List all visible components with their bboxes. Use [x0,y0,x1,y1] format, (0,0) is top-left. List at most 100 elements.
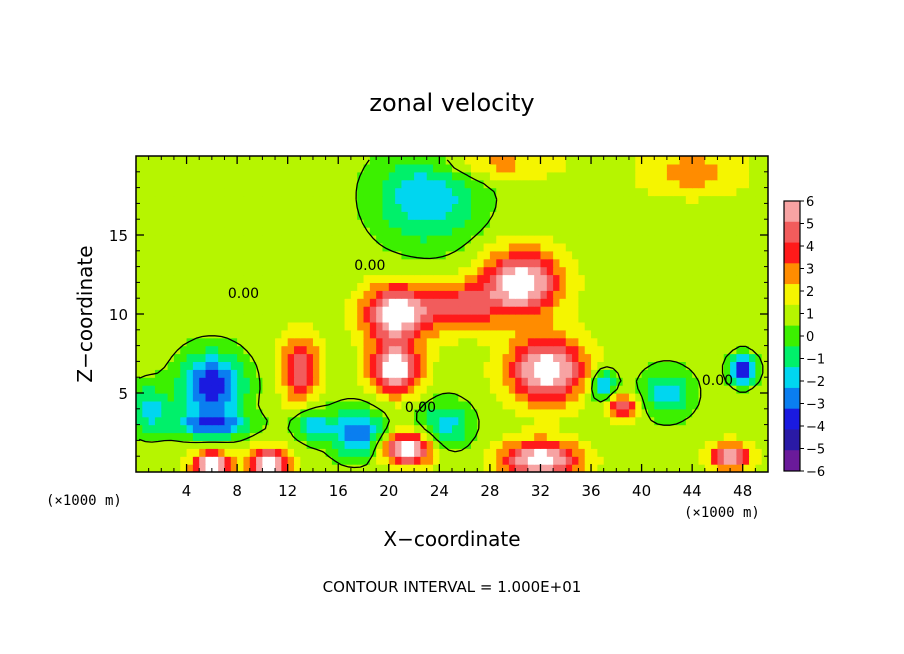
heatmap-cell [723,400,731,410]
heatmap-cell [584,298,592,307]
heatmap-cell [603,385,611,394]
heatmap-cell [711,242,719,252]
heatmap-cell [704,464,712,472]
heatmap-cell [350,163,358,173]
heatmap-cell [508,440,516,449]
heatmap-cell [755,171,763,181]
heatmap-cell [502,171,510,181]
heatmap-cell [414,306,421,315]
heatmap-cell [647,163,655,173]
heatmap-cell [730,266,737,276]
heatmap-cell [350,416,358,426]
heatmap-cell [635,242,643,252]
heatmap-cell [338,195,346,204]
heatmap-cell [489,258,497,268]
heatmap-cell [287,187,295,197]
heatmap-cell [591,345,598,355]
heatmap-cell [749,258,756,268]
heatmap-cell [161,329,169,339]
heatmap-cell [319,393,327,402]
heatmap-cell [654,187,662,197]
heatmap-cell [483,227,491,236]
heatmap-cell [603,416,611,426]
heatmap-cell [281,203,289,212]
heatmap-cell [281,400,289,410]
heatmap-cell [192,400,200,410]
heatmap-cell [641,416,649,426]
heatmap-cell [344,203,352,212]
heatmap-cell [711,400,719,410]
heatmap-cell [262,258,270,268]
heatmap-cell [300,274,308,283]
heatmap-cell [692,242,700,252]
heatmap-cell [704,424,712,434]
heatmap-cell [603,440,611,449]
heatmap-cell [224,282,232,291]
heatmap-cell [666,337,674,347]
heatmap-cell [515,227,523,236]
heatmap-cell [616,156,624,165]
heatmap-cell [312,156,320,165]
heatmap-cell [167,306,175,315]
heatmap-cell [388,456,396,465]
heatmap-cell [237,424,245,434]
heatmap-cell [477,258,485,268]
heatmap-cell [502,219,510,228]
heatmap-cell [578,377,586,386]
heatmap-cell [136,408,143,418]
heatmap-cell [641,393,649,402]
heatmap-cell [338,400,346,410]
heatmap-cell [218,353,226,362]
heatmap-cell [407,235,415,244]
heatmap-cell [186,361,194,370]
heatmap-cell [363,432,371,441]
heatmap-cell [749,400,756,410]
heatmap-cell [666,274,674,283]
heatmap-cell [704,369,712,378]
heatmap-cell [477,219,485,228]
heatmap-cell [508,377,516,386]
heatmap-cell [572,258,579,268]
heatmap-cell [458,345,466,355]
heatmap-cell [704,171,712,181]
heatmap-cell [350,400,358,410]
heatmap-cell [470,353,478,362]
x-tick-label: 20 [379,482,398,500]
heatmap-cell [136,424,143,434]
heatmap-cell [540,361,548,370]
heatmap-cell [635,440,643,449]
heatmap-cell [527,290,535,299]
heatmap-cell [300,337,308,347]
heatmap-cell [420,456,428,465]
heatmap-cell [515,163,523,173]
heatmap-cell [401,321,409,331]
heatmap-cell [628,369,636,378]
heatmap-cell [654,250,662,260]
heatmap-cell [312,235,320,244]
heatmap-cell [666,321,674,331]
heatmap-cell [559,464,567,472]
heatmap-cell [610,369,617,378]
heatmap-cell [388,361,396,370]
heatmap-cell [180,393,188,402]
heatmap-cell [433,408,440,418]
y-tick-label: 15 [109,227,128,245]
heatmap-cell [395,282,403,291]
heatmap-cell [192,156,200,165]
heatmap-cell [401,416,409,426]
heatmap-cell [679,314,687,323]
heatmap-cell [401,156,409,165]
heatmap-cell [414,156,421,165]
heatmap-cell [407,242,415,252]
heatmap-cell [357,408,365,418]
heatmap-cell [382,416,390,426]
heatmap-cell [711,353,719,362]
heatmap-cell [527,306,535,315]
heatmap-cell [578,448,586,457]
heatmap-cell [199,235,207,244]
heatmap-cell [546,314,554,323]
heatmap-cell [180,361,188,370]
heatmap-cell [698,306,706,315]
heatmap-cell [679,171,687,181]
heatmap-cell [243,242,251,252]
